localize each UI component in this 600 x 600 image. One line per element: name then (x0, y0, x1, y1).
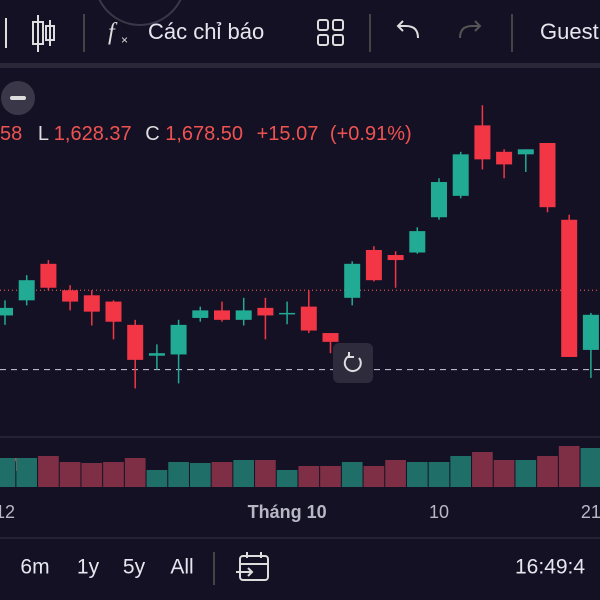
low-value: 1,628.37 (54, 123, 132, 145)
volume-bar (255, 460, 276, 487)
candle-body (279, 312, 296, 315)
high-value: 58 (0, 123, 22, 145)
candle-body (431, 182, 447, 218)
candle-body (235, 310, 252, 320)
candle-body (452, 154, 469, 196)
candle-body (170, 324, 187, 355)
change-percent: (+0.91%) (330, 123, 412, 145)
candle-body (387, 255, 404, 261)
close-label: C (145, 123, 159, 145)
candle-body (0, 307, 13, 316)
candle-body (18, 280, 35, 301)
candle-body (127, 324, 144, 360)
indicators-button[interactable]: Các chỉ báo (148, 19, 264, 44)
volume-bar (0, 458, 16, 487)
volume-bar (385, 460, 406, 487)
candle-body (409, 231, 426, 253)
reset-view-button[interactable] (333, 343, 373, 383)
range-button[interactable]: 6m (20, 556, 49, 579)
volume-bar (38, 456, 59, 487)
volume-bar (298, 466, 320, 487)
range-button[interactable]: 1y (77, 556, 100, 579)
ohlc-legend: 58 L 1,628.37 C 1,678.50 +15.07 (+0.91%) (0, 123, 412, 145)
volume-bar (450, 456, 472, 487)
volume-bar (168, 462, 189, 487)
volume-bar (341, 462, 363, 487)
undo-icon[interactable] (396, 20, 419, 39)
candle-body (83, 295, 100, 312)
fx-icon-sub: × (121, 33, 128, 47)
volume-bar (472, 452, 493, 487)
candle-body (62, 290, 79, 302)
low-label: L (38, 123, 49, 145)
volume-bar (16, 458, 38, 487)
change-value: +15.07 (257, 123, 319, 145)
volume-bar (276, 470, 298, 487)
toolbar-separator (0, 63, 600, 68)
top-button-edge (98, 0, 182, 26)
volume-bar (211, 462, 233, 487)
x-tick-label: 10 (429, 502, 449, 522)
candle-body (40, 263, 57, 288)
candle-body (474, 125, 491, 160)
candle-body (365, 249, 382, 281)
candle-body (192, 310, 209, 318)
range-button[interactable]: All (170, 556, 193, 579)
volume-bar (580, 448, 600, 487)
candle-body (517, 149, 534, 155)
volume-bar (493, 460, 515, 487)
x-tick-label: 21 (581, 502, 600, 522)
candle-body (105, 301, 122, 322)
candle-body (148, 353, 165, 356)
range-button[interactable]: 5y (123, 556, 146, 579)
volume-bar (124, 458, 146, 487)
volume-bar (320, 466, 341, 487)
candle-body (496, 151, 513, 165)
redo-icon[interactable] (459, 20, 482, 39)
price-pane (0, 105, 600, 389)
volume-bar (103, 462, 124, 487)
volume-bar (233, 460, 255, 487)
reset-icon (343, 352, 362, 373)
candle-body (257, 307, 274, 316)
volume-bar (189, 463, 211, 487)
x-tick-label: 12 (0, 502, 15, 522)
fx-icon[interactable]: f (108, 20, 118, 46)
calendar-icon[interactable] (236, 552, 269, 581)
candle-body (582, 314, 599, 350)
x-tick-label: Tháng 10 (248, 502, 327, 522)
close-value: 1,678.50 (165, 123, 243, 145)
volume-bar (146, 470, 168, 487)
volume-bar (59, 462, 81, 487)
collapse-icon (10, 96, 26, 100)
candle-body (300, 306, 317, 331)
candle-body (561, 219, 578, 357)
clock: 16:49:4 (515, 556, 585, 579)
user-button[interactable]: Guest (540, 19, 599, 44)
layout-icon[interactable] (317, 19, 344, 46)
candle-body (344, 263, 361, 298)
volume-bar (81, 463, 103, 487)
volume-bar (537, 456, 558, 487)
volume-bar (428, 462, 450, 487)
volume-bar (406, 462, 428, 487)
volume-bar (558, 446, 580, 487)
candle-body (322, 333, 339, 342)
candle-type-icon[interactable] (32, 15, 55, 52)
volume-bar (363, 466, 385, 487)
candle-body (539, 143, 556, 208)
volume-bar (515, 460, 537, 487)
candle-body (214, 310, 230, 320)
